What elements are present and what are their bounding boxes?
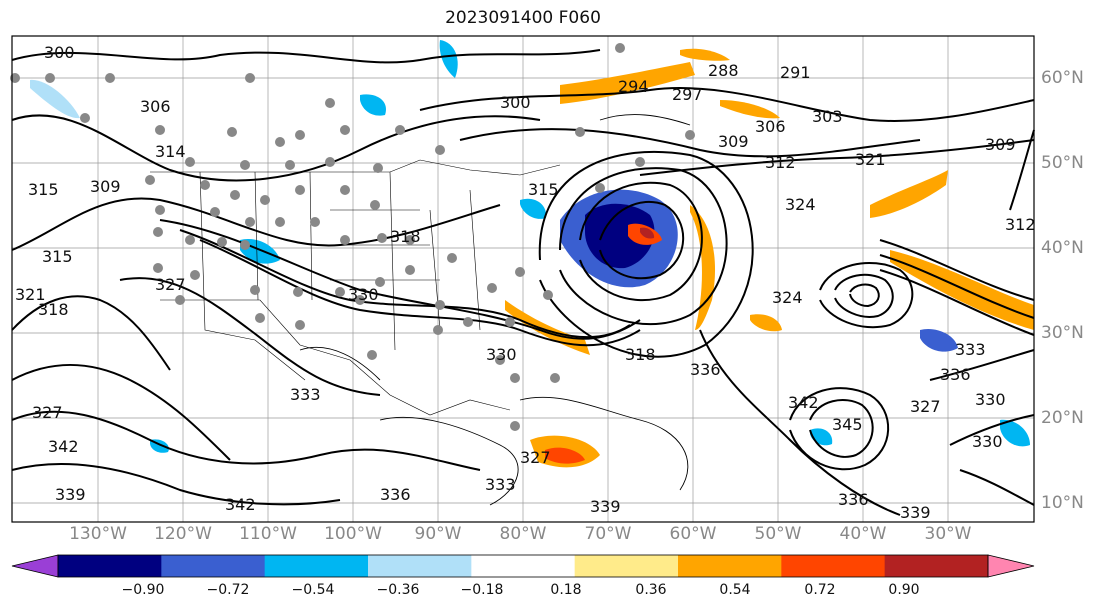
political-borders <box>150 159 561 416</box>
contour-label: 312 <box>765 153 796 172</box>
colorbar-tick: 0.72 <box>804 582 836 598</box>
colorbar-segment <box>471 555 576 577</box>
contour-label: 339 <box>590 497 621 516</box>
contour-labels: 300 306 314 309 315 315 318 321 327 330 … <box>15 43 1036 522</box>
colorbar-extend-low <box>11 554 59 578</box>
map-frame <box>11 35 1035 523</box>
contour-label: 330 <box>975 390 1006 409</box>
lon-label: 110°W <box>239 524 297 544</box>
contour-label: 309 <box>90 177 121 196</box>
lat-label: 10°N <box>1041 493 1084 513</box>
colorbar-segment <box>161 555 266 577</box>
colorbar-tick: 0.54 <box>719 582 751 598</box>
contour-label: 321 <box>855 150 886 169</box>
contour-label: 333 <box>485 475 516 494</box>
colorbar-segment <box>781 555 886 577</box>
lon-label: 40°W <box>839 524 887 544</box>
lat-label: 30°N <box>1041 323 1084 343</box>
contour-label: 327 <box>910 397 941 416</box>
contour-label: 327 <box>520 448 551 467</box>
contour-label: 312 <box>1005 215 1036 234</box>
colorbar-tick: −0.36 <box>376 582 420 598</box>
colorbar-tick: 0.36 <box>635 582 667 598</box>
colorbar-tick: −0.54 <box>291 582 335 598</box>
contour-label: 342 <box>788 393 819 412</box>
contour-label: 291 <box>780 63 811 82</box>
contour-label: 324 <box>785 195 816 214</box>
contour-label: 309 <box>985 135 1016 154</box>
lon-label: 60°W <box>669 524 717 544</box>
contour-label: 336 <box>838 490 869 509</box>
contour-label: 303 <box>812 107 843 126</box>
contour-label: 345 <box>832 415 863 434</box>
contour-label: 327 <box>155 275 186 294</box>
colorbar-segment <box>678 555 782 577</box>
contour-label: 324 <box>772 288 803 307</box>
colorbar-tick: −0.72 <box>206 582 250 598</box>
contour-label: 294 <box>618 77 649 96</box>
map-title: 2023091400 F060 <box>445 8 601 28</box>
lon-label: 120°W <box>154 524 212 544</box>
contour-label: 306 <box>140 97 171 116</box>
lon-label: 90°W <box>414 524 462 544</box>
contour-label: 336 <box>380 485 411 504</box>
contour-label: 300 <box>44 43 75 62</box>
colorbar <box>11 554 1035 578</box>
contour-label: 306 <box>755 117 786 136</box>
thin-contours <box>299 114 691 506</box>
contour-label: 330 <box>486 345 517 364</box>
height-contours <box>11 49 1035 516</box>
contour-label: 342 <box>48 437 79 456</box>
contour-label: 315 <box>28 180 59 199</box>
contour-label: 333 <box>290 385 321 404</box>
contour-label: 339 <box>900 503 931 522</box>
contour-label: 300 <box>500 93 531 112</box>
contour-label: 315 <box>42 247 73 266</box>
lon-label: 100°W <box>324 524 382 544</box>
contour-label: 318 <box>38 300 69 319</box>
lat-label: 40°N <box>1041 238 1084 258</box>
lat-label: 60°N <box>1041 68 1084 88</box>
colorbar-tick: 0.18 <box>550 582 582 598</box>
contour-label: 318 <box>625 345 656 364</box>
colorbar-segment <box>58 555 162 577</box>
contour-label: 330 <box>348 285 379 304</box>
contour-label: 288 <box>708 61 739 80</box>
lon-label: 70°W <box>584 524 632 544</box>
colorbar-tick: −0.90 <box>121 582 165 598</box>
contour-label: 309 <box>718 132 749 151</box>
colorbar-segment <box>368 555 472 577</box>
lat-label: 20°N <box>1041 408 1084 428</box>
contour-label: 327 <box>32 403 63 422</box>
lon-label: 80°W <box>499 524 547 544</box>
colorbar-extend-high <box>987 554 1035 578</box>
contour-label: 330 <box>972 432 1003 451</box>
colorbar-segment <box>264 555 369 577</box>
contour-label: 333 <box>955 340 986 359</box>
colorbar-outline <box>57 554 989 578</box>
colorbar-segment <box>574 555 679 577</box>
station-markers <box>10 43 695 431</box>
contour-label: 321 <box>15 285 46 304</box>
contour-label: 318 <box>390 227 421 246</box>
colorbar-tick: 0.90 <box>888 582 920 598</box>
lon-label: 130°W <box>69 524 127 544</box>
contour-label: 315 <box>528 180 559 199</box>
contour-label: 339 <box>55 485 86 504</box>
contour-label: 336 <box>690 360 721 379</box>
graticule <box>12 36 1034 522</box>
contour-label: 297 <box>672 85 703 104</box>
colorbar-tick: −0.18 <box>460 582 504 598</box>
contour-label: 342 <box>225 495 256 514</box>
contour-label: 314 <box>155 142 186 161</box>
contour-label: 336 <box>940 365 971 384</box>
lon-label: 50°W <box>754 524 802 544</box>
lon-label: 30°W <box>924 524 972 544</box>
lat-label: 50°N <box>1041 153 1084 173</box>
colorbar-segment <box>884 555 989 577</box>
